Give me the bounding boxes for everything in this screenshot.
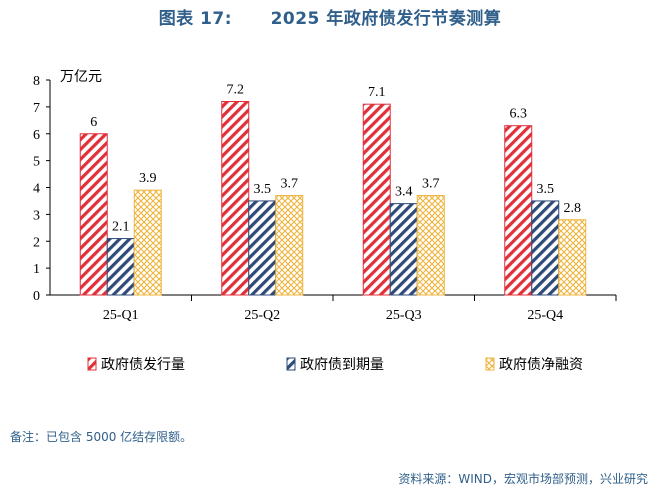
bar-net-financing (558, 219, 587, 296)
y-tick-label: 3 (33, 208, 40, 223)
y-tick-label: 0 (33, 289, 40, 304)
data-label: 7.2 (227, 83, 245, 98)
legend-label-issuance: 政府债发行量 (101, 357, 185, 373)
data-label: 2.8 (564, 201, 582, 216)
legend-swatch-issuance (87, 357, 97, 371)
data-label: 6.3 (510, 107, 528, 122)
legend-swatch-net-financing (485, 357, 495, 371)
data-label: 3.7 (422, 177, 440, 192)
chart-title: 图表 17: 2025 年政府债发行节奏测算 (158, 9, 502, 29)
legend-label-maturity: 政府债到期量 (300, 357, 384, 373)
footnote: 备注：已包含 5000 亿结存限额。 (10, 430, 193, 444)
x-tick-label: 25-Q3 (386, 308, 422, 323)
data-label: 3.5 (254, 182, 272, 197)
data-label: 2.1 (112, 220, 130, 235)
bar-net-financing (133, 189, 162, 296)
legend: 政府债发行量 政府债到期量 政府债净融资 (87, 357, 583, 373)
legend-swatch-maturity (286, 357, 296, 371)
bar-maturity (106, 238, 135, 296)
bar-issuance (221, 101, 250, 296)
y-tick-label: 6 (33, 128, 40, 143)
data-label: 7.1 (368, 85, 386, 100)
legend-label-net-financing: 政府债净融资 (499, 357, 583, 373)
data-label: 3.5 (537, 182, 555, 197)
bar-maturity (248, 200, 277, 296)
data-label: 3.4 (395, 185, 413, 200)
y-tick-label: 4 (33, 182, 40, 197)
bar-issuance (79, 133, 108, 296)
bar-net-financing (416, 195, 445, 296)
y-tick-label: 7 (33, 101, 40, 116)
y-tick-label: 2 (33, 235, 40, 250)
y-tick-label: 1 (33, 262, 40, 277)
x-tick-label: 25-Q2 (244, 308, 280, 323)
x-tick-label: 25-Q1 (103, 308, 139, 323)
bar-issuance (362, 103, 391, 296)
bar-net-financing (275, 195, 304, 296)
bar-maturity (389, 203, 418, 296)
data-label: 3.7 (281, 177, 299, 192)
bar-issuance (504, 125, 533, 296)
source-note: 资料来源：WIND，宏观市场部预测，兴业研究 (398, 472, 648, 486)
y-tick-label: 5 (33, 155, 40, 170)
bar-maturity (531, 200, 560, 296)
data-label: 6 (90, 115, 97, 130)
data-labels: 6 2.1 3.9 7.2 3.5 3.7 7.1 3.4 3.7 6.3 3.5 2.8 (90, 83, 581, 235)
data-label: 3.9 (139, 171, 157, 186)
axes: 0 1 2 3 4 5 6 7 8 万亿元 25-Q1 25-Q2 25-Q3 25-Q4 (33, 69, 617, 323)
y-unit-label: 万亿元 (60, 69, 102, 85)
bars (79, 101, 587, 296)
x-tick-label: 25-Q4 (527, 308, 563, 323)
y-tick-label: 8 (33, 74, 40, 89)
bar-chart: 0 1 2 3 4 5 6 7 8 万亿元 25-Q1 25-Q2 25-Q3 25-Q4 6 2.1 3.9… (33, 69, 617, 373)
